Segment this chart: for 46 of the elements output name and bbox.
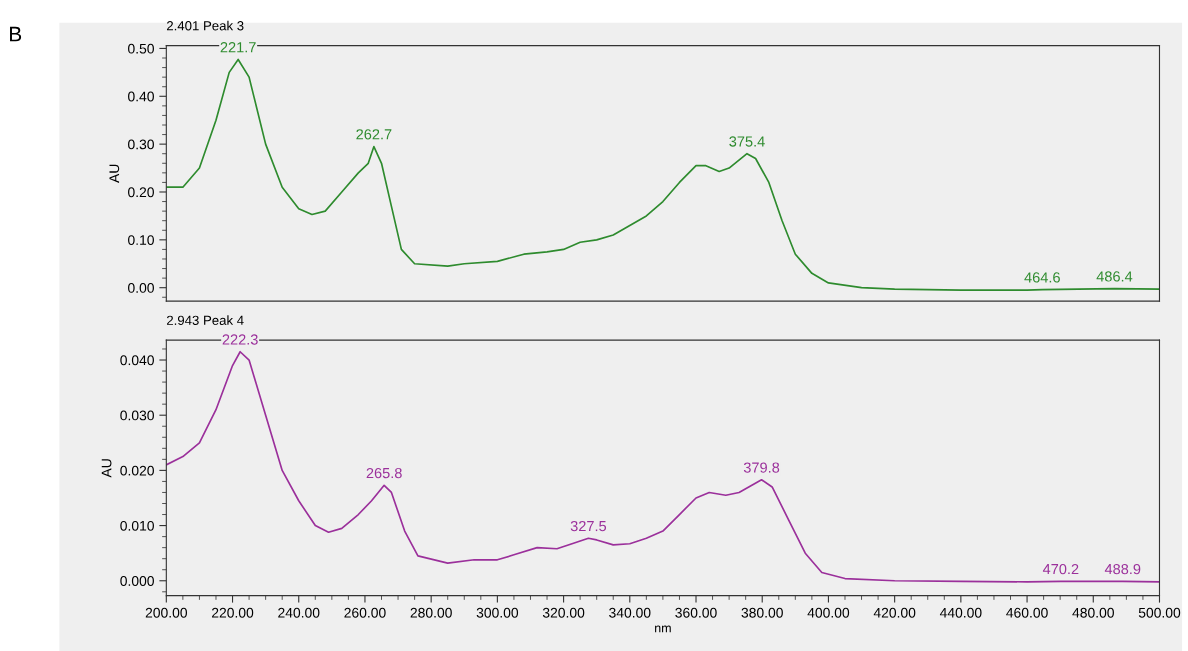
x-tick-label: 460.00 [1006,607,1048,618]
x-tick-label: 200.00 [145,607,188,618]
annotation: 379.8 [743,462,780,473]
x-tick-label: 340.00 [609,607,651,618]
annotation: 488.9 [1104,563,1141,575]
annotation: 327.5 [570,520,607,532]
chart-title: 2.943 Peak 4 [166,315,244,325]
y-tick-label: 0.10 [128,235,154,246]
annotation: 222.3 [222,334,258,345]
y-tick-label: 0.030 [120,410,154,421]
annotation: 486.4 [1096,271,1133,282]
x-tick-label: 300.00 [476,607,519,618]
x-tick-label: 260.00 [344,607,386,618]
x-tick-label: 440.00 [939,607,982,618]
y-tick-label: 0.040 [120,355,154,366]
x-tick-label: 400.00 [807,607,850,618]
x-tick-label: 360.00 [675,607,717,618]
x-tick-label: 500.00 [1138,607,1181,618]
y-tick-label: 0.020 [120,465,154,476]
x-tick-label: 420.00 [873,607,916,618]
x-tick-label: 480.00 [1072,607,1114,618]
y-axis-title: AU [109,164,120,183]
line-series [166,350,1160,583]
annotation: 262.7 [356,129,392,140]
y-tick-label: 0.50 [128,43,154,54]
y-tick-label: 0.30 [128,139,154,150]
x-tick-label: 320.00 [542,607,585,618]
annotation: 221.7 [220,42,256,53]
y-tick-label: 0.000 [120,576,154,586]
annotation: 265.8 [366,467,402,479]
x-tick-label: 240.00 [278,607,320,618]
annotation: 470.2 [1042,563,1079,575]
text: B [10,26,22,42]
line-series [166,58,1160,291]
x-tick-label: 280.00 [410,607,452,618]
x-tick-label: 380.00 [741,607,783,618]
y-axis-title: AU [101,459,112,478]
annotation: 464.6 [1024,272,1060,283]
x-axis-title: nm [655,625,671,633]
y-tick-label: 0.20 [128,187,154,198]
y-tick-label: 0.010 [120,520,154,531]
y-tick-label: 0.00 [128,283,154,293]
x-tick-label: 220.00 [211,607,254,618]
y-tick-label: 0.40 [128,91,154,102]
annotation: 375.4 [729,136,765,147]
chart-title: 2.401 Peak 3 [166,20,244,31]
